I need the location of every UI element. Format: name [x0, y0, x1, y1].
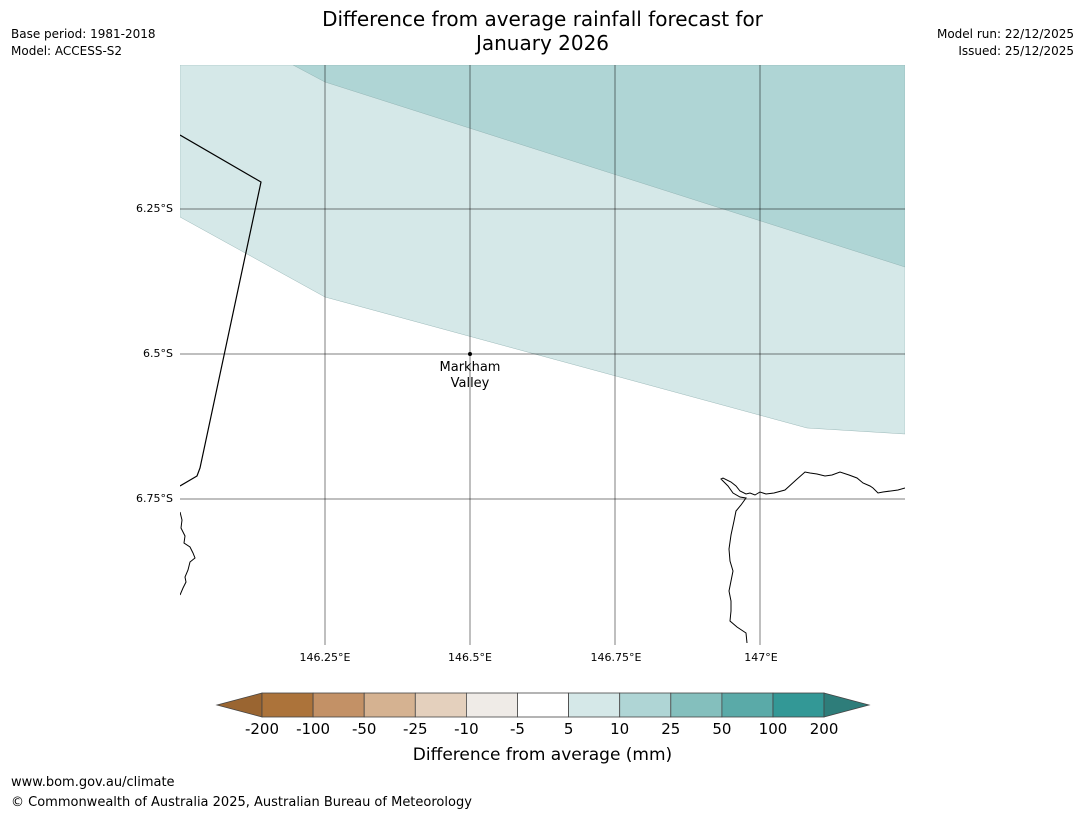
colorbar-bin	[721, 692, 774, 718]
zone-10-to-25	[292, 65, 905, 268]
colorbar-tick-label: 10	[610, 720, 630, 738]
base-period-label: Base period: 1981-2018	[11, 27, 156, 41]
colorbar-tick-label: -200	[244, 720, 280, 738]
colorbar-bin	[465, 692, 518, 718]
province-border	[180, 134, 262, 487]
colorbar-bin	[619, 692, 672, 718]
model-run-label: Model run: 22/12/2025	[936, 27, 1074, 41]
colorbar-tick-label: -5	[510, 720, 525, 738]
colorbar-bin	[670, 692, 723, 718]
lon-label: 147°E	[744, 651, 778, 664]
coastline-left	[180, 511, 196, 596]
map-title: Difference from average rainfall forecas…	[0, 7, 1085, 55]
colorbar-bin	[261, 692, 314, 718]
colorbar-tick-label: 25	[661, 720, 681, 738]
colorbar-bin	[568, 692, 621, 718]
lat-label: 6.25°S	[136, 202, 173, 215]
colorbar-bin	[772, 692, 825, 718]
town-label: Markham Valley	[410, 360, 530, 392]
footer-copyright: © Commonwealth of Australia 2025, Austra…	[11, 795, 472, 810]
title-line-2: January 2026	[475, 31, 610, 55]
colorbar-bin	[312, 692, 365, 718]
colorbar-tick-label: -25	[403, 720, 428, 738]
lon-label: 146.5°E	[448, 651, 492, 664]
lat-label: 6.5°S	[143, 347, 173, 360]
town-name-line-1: Markham	[439, 360, 501, 375]
town-marker	[468, 352, 472, 356]
title-line-1: Difference from average rainfall forecas…	[322, 7, 763, 31]
lon-label: 146.75°E	[590, 651, 642, 664]
coastline-right	[720, 471, 905, 644]
colorbar-tick-label: 5	[563, 720, 574, 738]
model-label: Model: ACCESS-S2	[11, 44, 123, 58]
colorbar-over-arrow	[823, 692, 871, 718]
lat-label: 6.75°S	[136, 492, 173, 505]
colorbar-under-arrow	[215, 692, 263, 718]
colorbar-bin	[517, 692, 569, 718]
colorbar-tick-label: -100	[296, 720, 331, 738]
lon-label: 146.25°E	[299, 651, 351, 664]
footer-url: www.bom.gov.au/climate	[11, 775, 175, 790]
colorbar-title: Difference from average (mm)	[412, 745, 673, 765]
town-name-line-2: Valley	[450, 376, 490, 391]
colorbar-bin	[414, 692, 467, 718]
colorbar-tick-label: 200	[809, 720, 839, 738]
forecast-map	[180, 65, 905, 645]
colorbar-tick-label: -10	[454, 720, 479, 738]
colorbar-tick-label: 50	[712, 720, 732, 738]
colorbar-tick-label: -50	[351, 720, 377, 738]
issued-label: Issued: 25/12/2025	[958, 44, 1074, 58]
colorbar	[215, 692, 871, 718]
colorbar-tick-label: 100	[758, 720, 788, 738]
colorbar-bin	[363, 692, 416, 718]
